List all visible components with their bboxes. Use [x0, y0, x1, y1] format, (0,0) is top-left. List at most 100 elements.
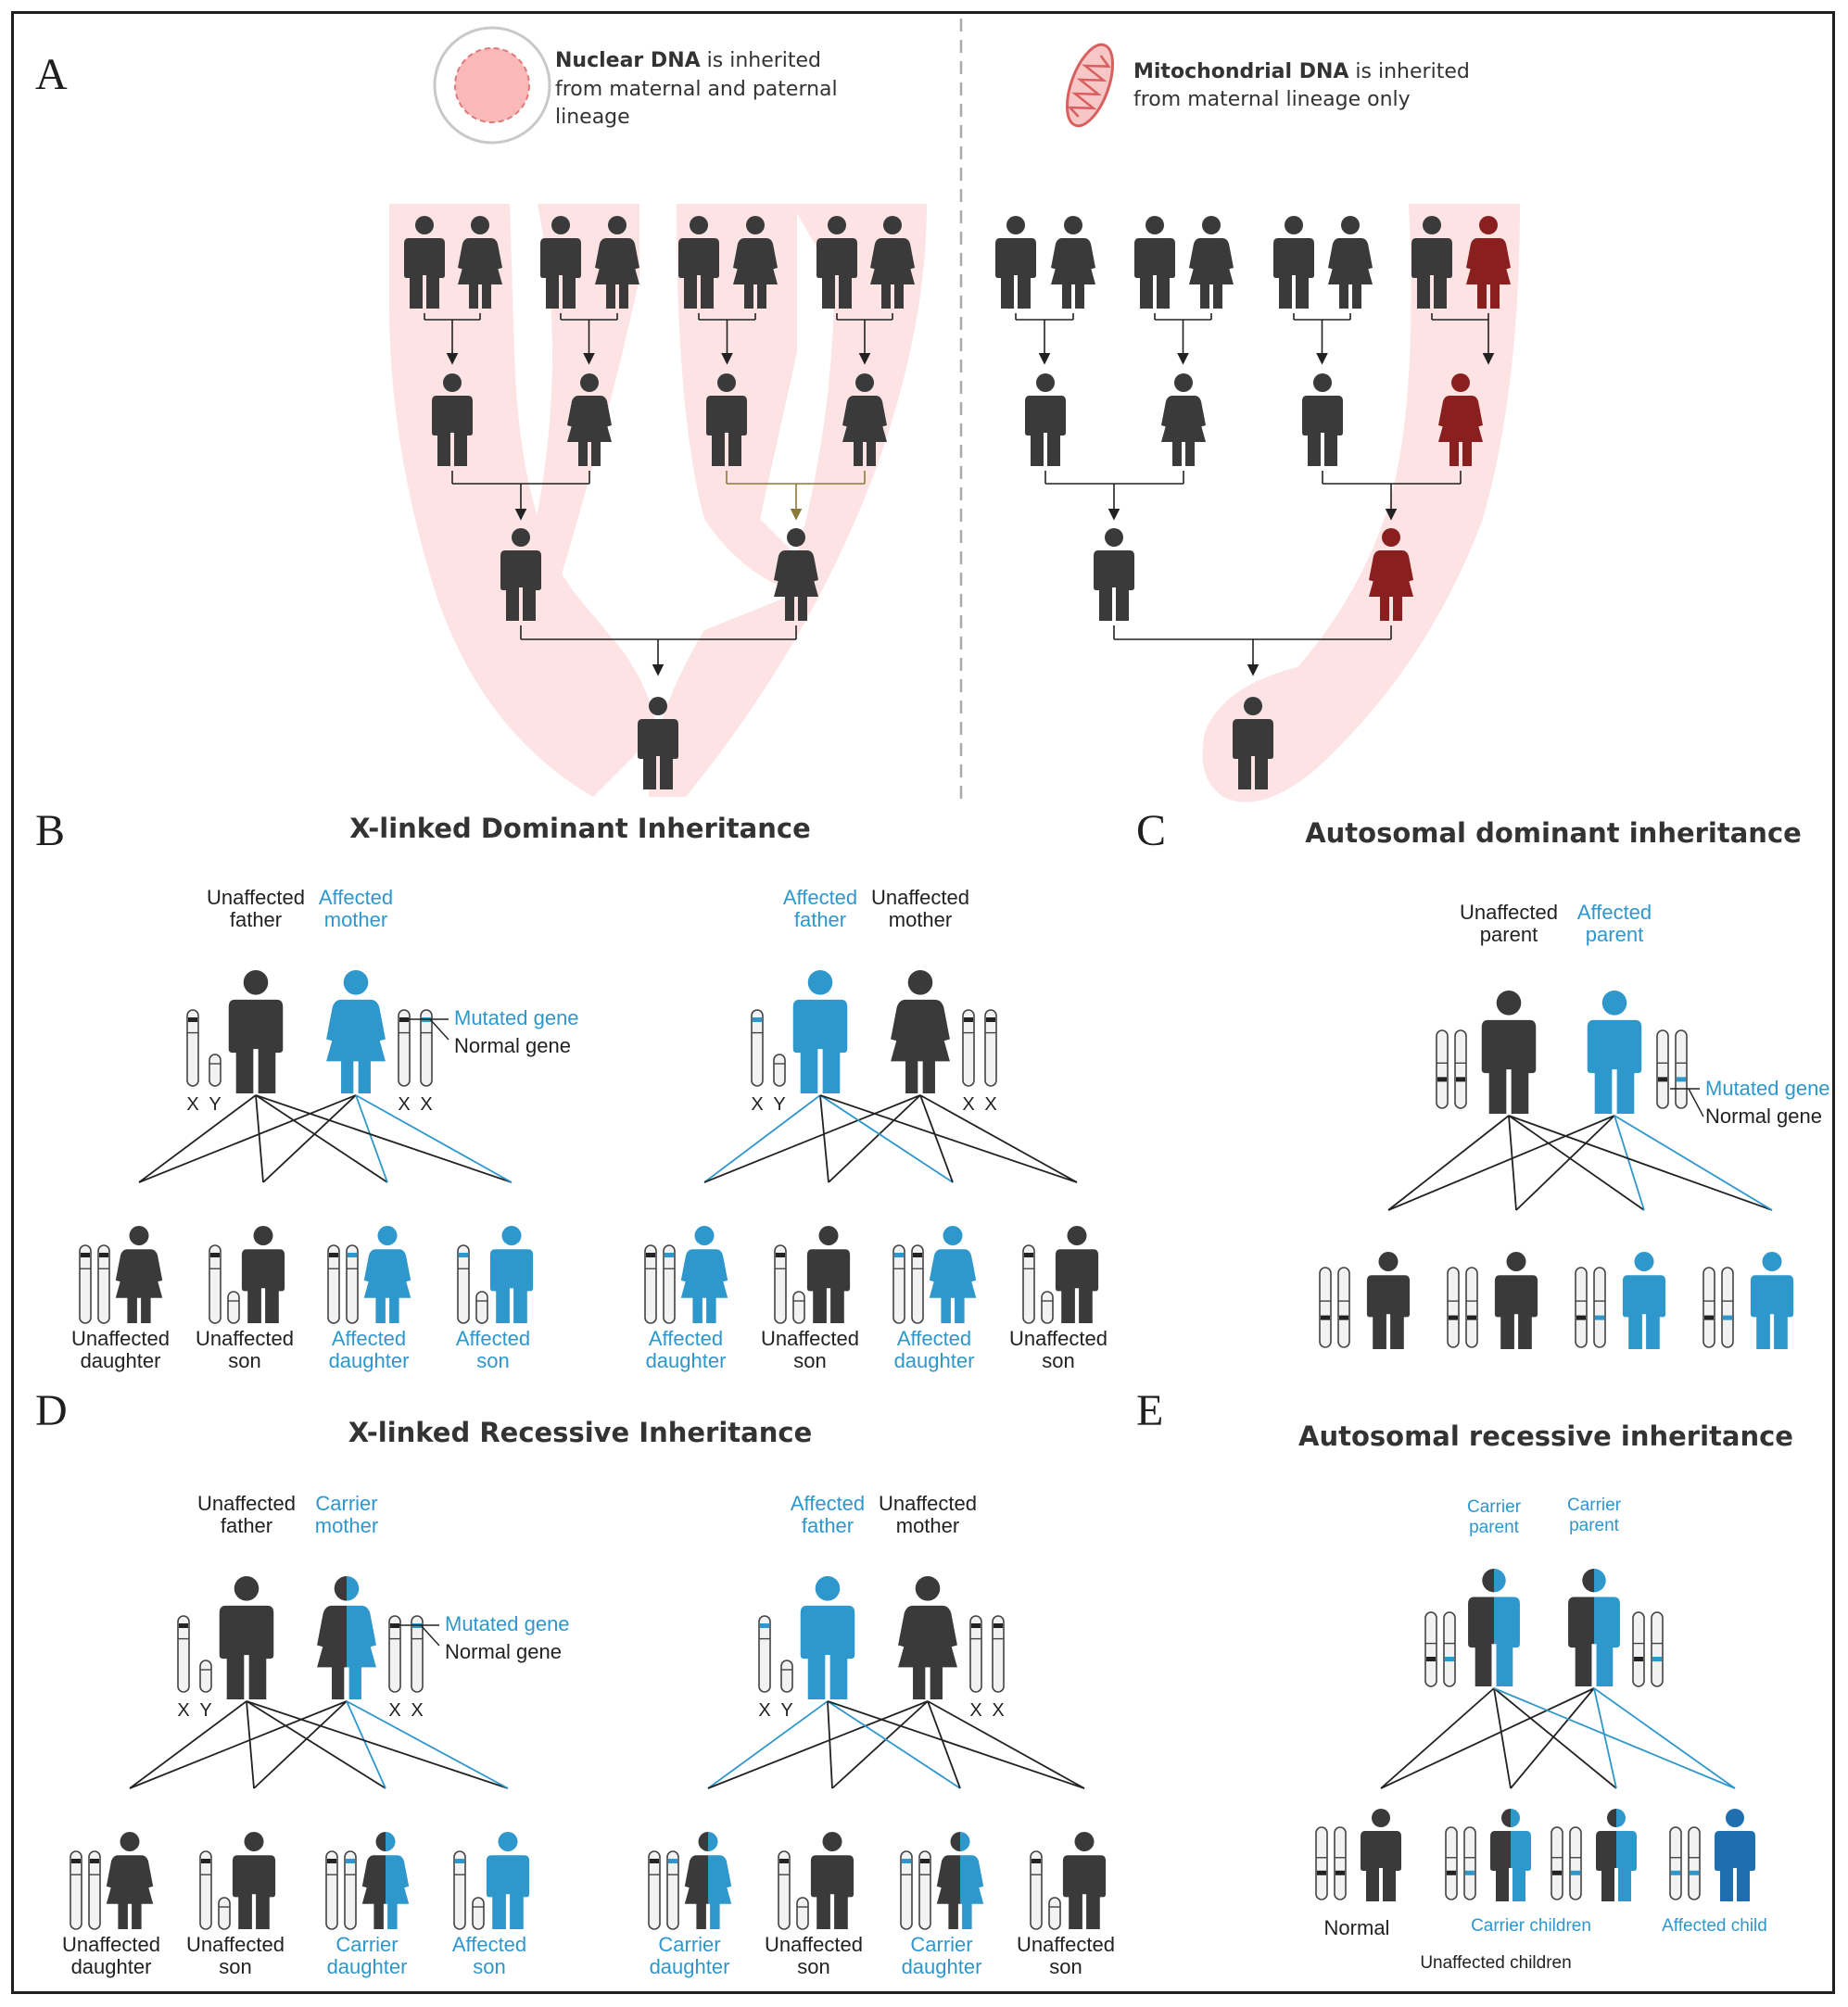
- father-icon: [1094, 528, 1134, 621]
- autosome-pair: [1632, 1611, 1664, 1687]
- parent-label: mother: [315, 1514, 378, 1537]
- connector-line: [1493, 1687, 1736, 1789]
- autosome-pair: [1702, 1267, 1734, 1348]
- x-chromosome: [778, 1850, 791, 1930]
- legend-pointer: [1688, 1088, 1704, 1117]
- father-y-chromosome: [209, 1054, 222, 1087]
- x-chromosome: [88, 1850, 101, 1930]
- child-label: Unaffected: [765, 1933, 863, 1956]
- child-label: daughter: [902, 1955, 982, 1978]
- chromosome-label: X: [177, 1700, 189, 1721]
- x-chromosome: [325, 1850, 338, 1930]
- connector-line: [703, 1094, 921, 1183]
- child-label: Affected: [332, 1327, 406, 1350]
- mito-dna-line1: Mitochondrial DNA is inherited: [1133, 60, 1470, 83]
- child-label: Affected: [456, 1327, 530, 1350]
- connector-line: [1508, 1115, 1645, 1211]
- x-chromosome: [453, 1850, 466, 1930]
- mother-icon: [326, 970, 386, 1093]
- son-icon: [810, 1832, 854, 1929]
- connector-line: [831, 1700, 929, 1789]
- connector-line: [246, 1700, 509, 1789]
- x-chromosome: [79, 1244, 92, 1324]
- carrier-parent-icon: [1568, 1569, 1620, 1686]
- nuclear-dna-line3: lineage: [555, 106, 630, 129]
- x-chromosome: [892, 1244, 905, 1324]
- child-label: Affected: [897, 1327, 971, 1350]
- y-chromosome: [218, 1897, 231, 1930]
- father-icon: [792, 970, 848, 1093]
- legend-pointer: [420, 1624, 440, 1647]
- parent-label: father: [794, 908, 846, 931]
- father-x-chromosome: [751, 1009, 764, 1087]
- chromosome-label: Y: [773, 1094, 785, 1115]
- connector-line: [1614, 1115, 1645, 1211]
- carrier-child-icon: [1490, 1809, 1531, 1901]
- parent-label: Unaffected: [871, 886, 969, 909]
- chromosome-label: Y: [199, 1700, 211, 1721]
- panel-a-label: A: [35, 50, 68, 99]
- connector-line: [1380, 1687, 1595, 1789]
- parent-label: Affected: [1577, 901, 1652, 924]
- grandparent-female-icon: [1189, 216, 1234, 309]
- figure-frame: [11, 11, 1835, 1994]
- carrier-child-icon: [1596, 1809, 1637, 1901]
- father-y-chromosome: [773, 1054, 786, 1087]
- chromosome-label: X: [984, 1094, 996, 1115]
- father-icon: [228, 970, 284, 1093]
- panel-b: B X-linked Dominant Inheritance Unaffect…: [35, 806, 1108, 1372]
- child-label: daughter: [327, 1955, 408, 1978]
- x-chromosome: [346, 1244, 359, 1324]
- son-icon: [486, 1832, 530, 1929]
- y-chromosome: [227, 1291, 240, 1324]
- grandparent-male-icon: [1273, 216, 1314, 309]
- daughter-icon: [361, 1832, 410, 1929]
- nuclear-dna-line1: Nuclear DNA is inherited: [555, 49, 821, 72]
- parent-label: Affected: [319, 886, 393, 909]
- nuclear-dna-line2: from maternal and paternal: [555, 78, 838, 101]
- child-label: Unaffected: [761, 1327, 859, 1350]
- parent-label: father: [802, 1514, 854, 1537]
- daughter-icon: [106, 1832, 154, 1929]
- connector-line: [246, 1700, 386, 1789]
- autosome-pair: [1445, 1826, 1476, 1900]
- parent-label: mother: [896, 1514, 959, 1537]
- y-chromosome: [1041, 1291, 1054, 1324]
- child-label: son: [228, 1349, 260, 1372]
- panel-c-title: Autosomal dominant inheritance: [1305, 817, 1802, 849]
- mother-x-chromosome: [992, 1615, 1005, 1693]
- parent-icon: [1025, 373, 1066, 466]
- connector-line: [1515, 1115, 1615, 1211]
- grandparent-female-icon: [1051, 216, 1095, 309]
- son-icon: [1055, 1226, 1099, 1323]
- parent-label: Carrier: [1567, 1496, 1622, 1515]
- autosome-pair: [1656, 1029, 1688, 1109]
- mother-icon: [891, 970, 950, 1093]
- x-chromosome: [918, 1850, 931, 1930]
- connector-line: [1387, 1115, 1510, 1211]
- mutated-gene-legend: Mutated gene: [454, 1006, 579, 1029]
- mother-x-chromosome: [969, 1615, 982, 1693]
- connector-line: [1493, 1687, 1512, 1789]
- child-label: Affected: [452, 1933, 526, 1956]
- x-chromosome: [327, 1244, 340, 1324]
- parent-icon: [1161, 373, 1206, 466]
- autosome-pair: [1319, 1267, 1350, 1348]
- chromosome-label: X: [411, 1700, 423, 1721]
- chromosome-label: X: [751, 1094, 763, 1115]
- x-chromosome: [344, 1850, 357, 1930]
- normal-child-label: Normal: [1324, 1916, 1390, 1939]
- connector-line: [346, 1700, 386, 1789]
- autosome-pair: [1436, 1029, 1467, 1109]
- child-label: daughter: [894, 1349, 975, 1372]
- x-chromosome: [1030, 1850, 1043, 1930]
- parent-label: Unaffected: [879, 1492, 977, 1515]
- x-chromosome: [644, 1244, 657, 1324]
- connector-line: [355, 1094, 388, 1183]
- father-icon: [800, 1576, 855, 1699]
- child-label: Unaffected: [1017, 1933, 1115, 1956]
